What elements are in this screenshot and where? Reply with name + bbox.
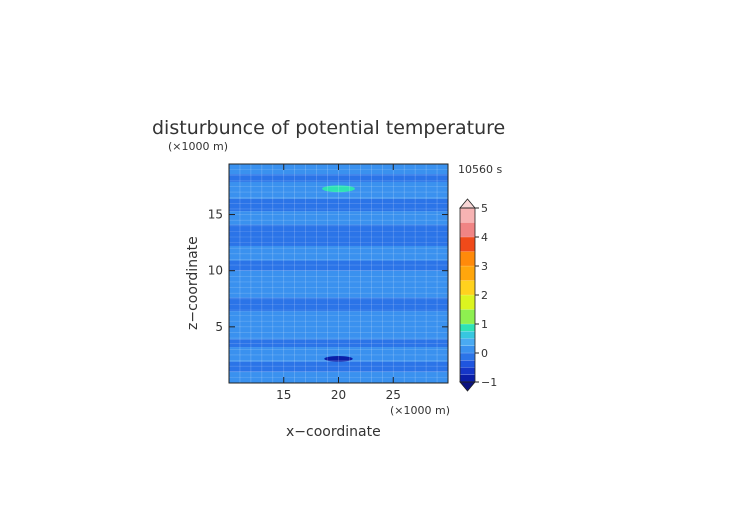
colorbar-level-4 <box>459 345 476 354</box>
x-tick-label: 25 <box>386 388 401 402</box>
colorbar-under-triangle <box>459 381 476 392</box>
cold-spot <box>324 356 353 362</box>
contour-band-5 <box>229 297 448 312</box>
colorbar-tick-label: 1 <box>481 318 488 331</box>
contour-band-8 <box>229 245 448 261</box>
colorbar-level-9 <box>459 294 476 310</box>
contour-band-10 <box>229 211 448 225</box>
colorbar-level-5 <box>459 338 476 346</box>
y-tick-label: 15 <box>208 208 223 222</box>
colorbar: 5 4 3 2 1 0 −1 <box>459 198 497 392</box>
colorbar-level-6 <box>459 331 476 339</box>
colorbar-tick-label: 5 <box>481 202 488 215</box>
colorbar-tick-label: 2 <box>481 289 488 302</box>
colorbar-level-14 <box>459 222 476 238</box>
axis-ticks: 15 20 25 5 10 15 <box>208 164 448 402</box>
colorbar-level-15 <box>459 207 476 223</box>
colorbar-level-13 <box>459 236 476 252</box>
colorbar-level-11 <box>459 265 476 281</box>
contour-band-6 <box>229 270 448 298</box>
contour-band-11 <box>229 198 448 212</box>
contour-band-1 <box>229 361 448 372</box>
plot-area <box>229 164 448 383</box>
y-axis-label: z−coordinate <box>185 236 201 330</box>
colorbar-tick-label: 0 <box>481 347 488 360</box>
contour-band-9 <box>229 224 448 246</box>
colorbar-level-7 <box>459 323 476 332</box>
contour-band-2 <box>229 347 448 362</box>
colorbar-level-1 <box>459 367 476 375</box>
y-tick-label: 5 <box>215 320 223 334</box>
grid-lines <box>229 164 448 383</box>
colorbar-tick-label: 3 <box>481 260 488 273</box>
x-tick-label: 20 <box>331 388 346 402</box>
colorbar-level-0 <box>459 374 476 383</box>
colorbar-tick-label: 4 <box>481 231 488 244</box>
colorbar-level-10 <box>459 280 476 296</box>
y-unit-label: (×1000 m) <box>168 140 228 153</box>
contour-band-3 <box>229 339 448 348</box>
colorbar-level-2 <box>459 360 476 368</box>
contour-band-4 <box>229 311 448 340</box>
x-axis-label: x−coordinate <box>286 424 381 440</box>
chart-title: disturbunce of potential temperature <box>152 117 505 139</box>
y-tick-label: 10 <box>208 264 223 278</box>
x-unit-label: (×1000 m) <box>390 404 450 417</box>
contour-band-13 <box>229 174 448 182</box>
contour-band-7 <box>229 260 448 271</box>
colorbar-tick-label: −1 <box>481 376 497 389</box>
warm-spot <box>322 185 355 193</box>
colorbar-level-8 <box>459 309 476 325</box>
colorbar-over-triangle <box>459 198 476 209</box>
colorbar-level-12 <box>459 251 476 267</box>
x-tick-label: 15 <box>276 388 291 402</box>
time-label: 10560 s <box>458 163 502 176</box>
colorbar-level-3 <box>459 352 476 361</box>
